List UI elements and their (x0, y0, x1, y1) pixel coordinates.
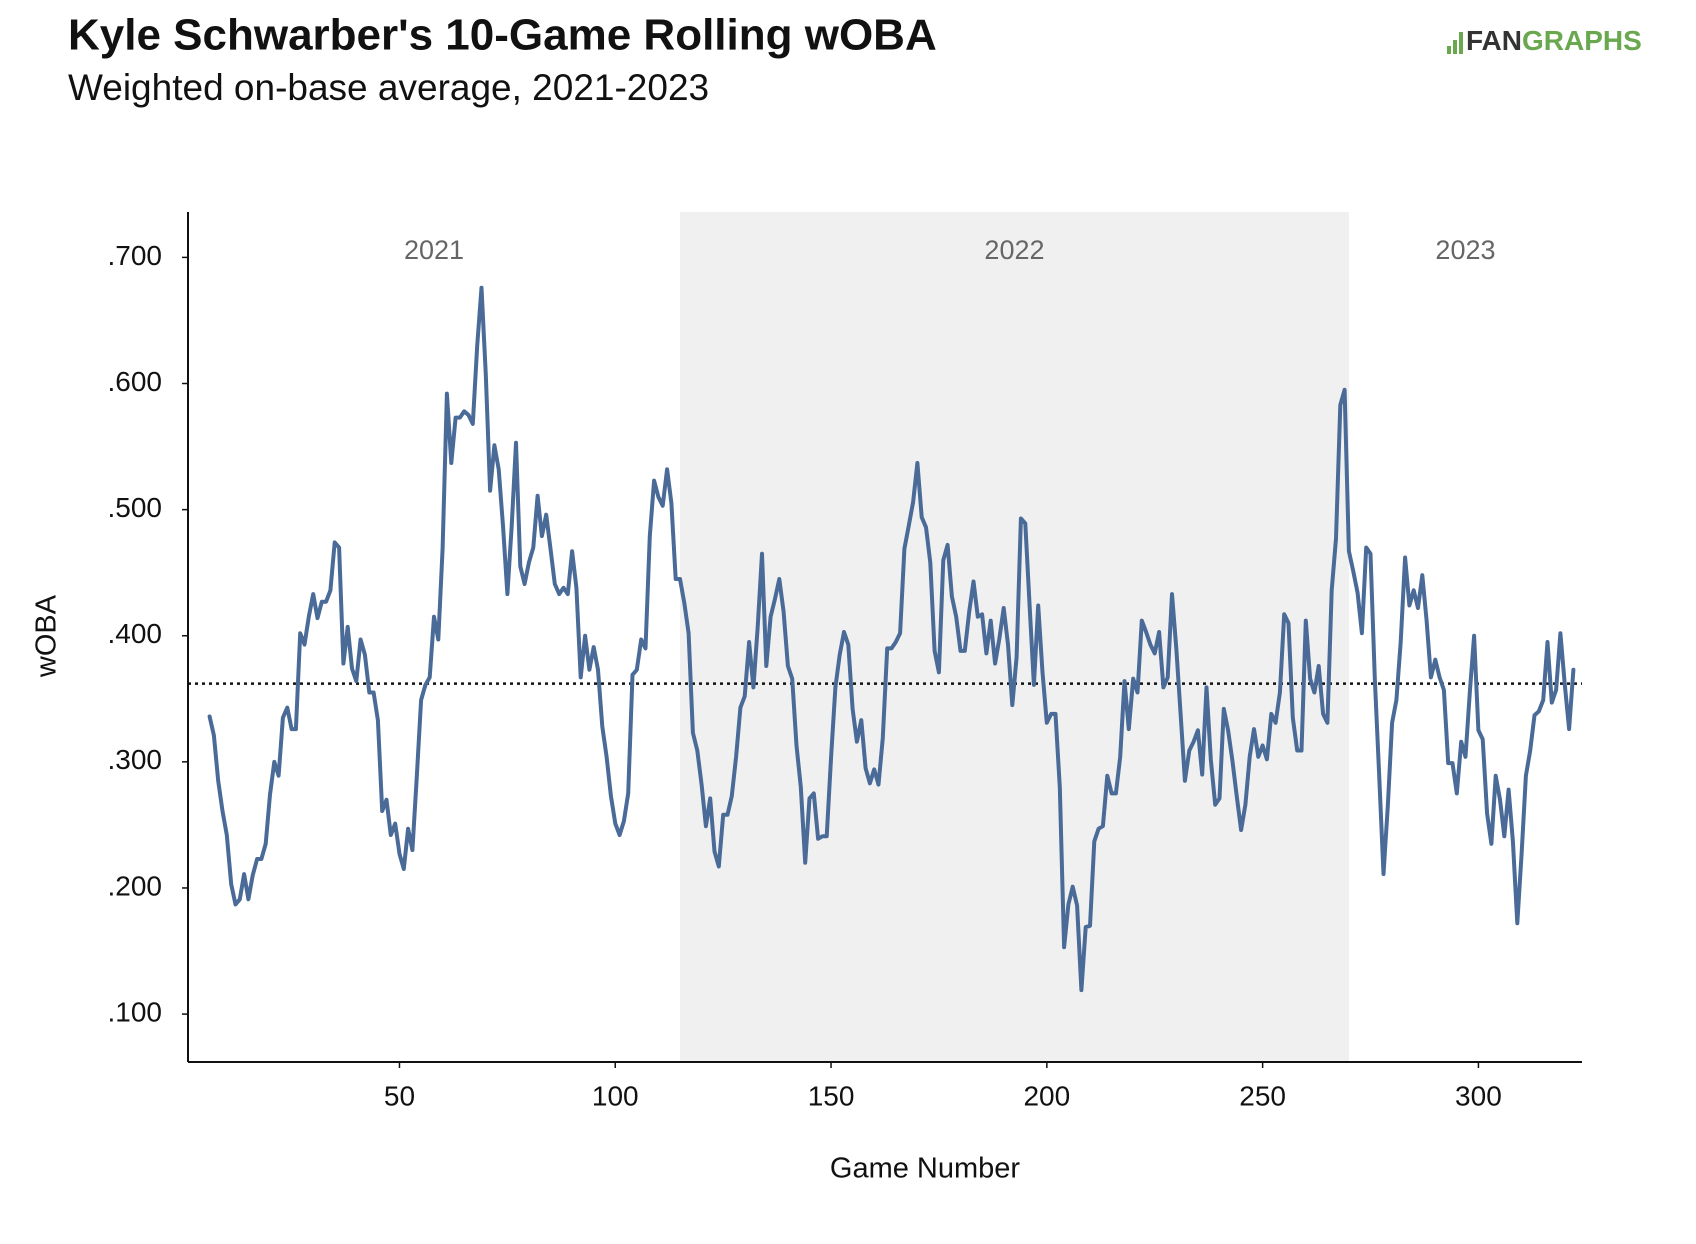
x-axis-label: Game Number (830, 1153, 1021, 1185)
season-shade (680, 212, 1349, 1062)
logo-bar (1453, 40, 1457, 54)
x-tick-label: 50 (384, 1080, 415, 1111)
y-tick-label: .500 (108, 492, 163, 523)
y-tick-label: .700 (108, 240, 163, 271)
logo-part: FAN (1466, 25, 1522, 56)
x-tick-label: 250 (1239, 1080, 1286, 1111)
y-tick-label: .100 (108, 996, 163, 1027)
logo-text: FANGRAPHS (1466, 25, 1642, 56)
logo-part: GRAPHS (1522, 25, 1642, 56)
y-tick-label: .300 (108, 744, 163, 775)
x-tick-label: 100 (592, 1080, 639, 1111)
season-label: 2021 (404, 235, 464, 265)
logo: FANGRAPHS (1447, 25, 1642, 56)
season-label: 2022 (984, 235, 1044, 265)
data-line (207, 285, 1576, 993)
plot-layer: .100 .200 .300 .400 .500 .600 .700 50 100 150 200 2… (108, 212, 1582, 1111)
chart-subtitle: Weighted on-base average, 2021-2023 (68, 67, 709, 108)
logo-bar (1447, 46, 1451, 54)
y-tick-label: .600 (108, 366, 163, 397)
x-tick-label: 300 (1455, 1080, 1502, 1111)
y-tick-label: .400 (108, 618, 163, 649)
y-axis-label: wOBA (31, 594, 63, 678)
background-layer: 2021 2022 2023 (404, 212, 1496, 1062)
x-tick-label: 150 (808, 1080, 855, 1111)
chart-title: Kyle Schwarber's 10-Game Rolling wOBA (68, 11, 937, 60)
y-tick-label: .200 (108, 870, 163, 901)
season-label: 2023 (1435, 235, 1495, 265)
x-tick-label: 200 (1023, 1080, 1070, 1111)
logo-bar (1459, 32, 1463, 54)
